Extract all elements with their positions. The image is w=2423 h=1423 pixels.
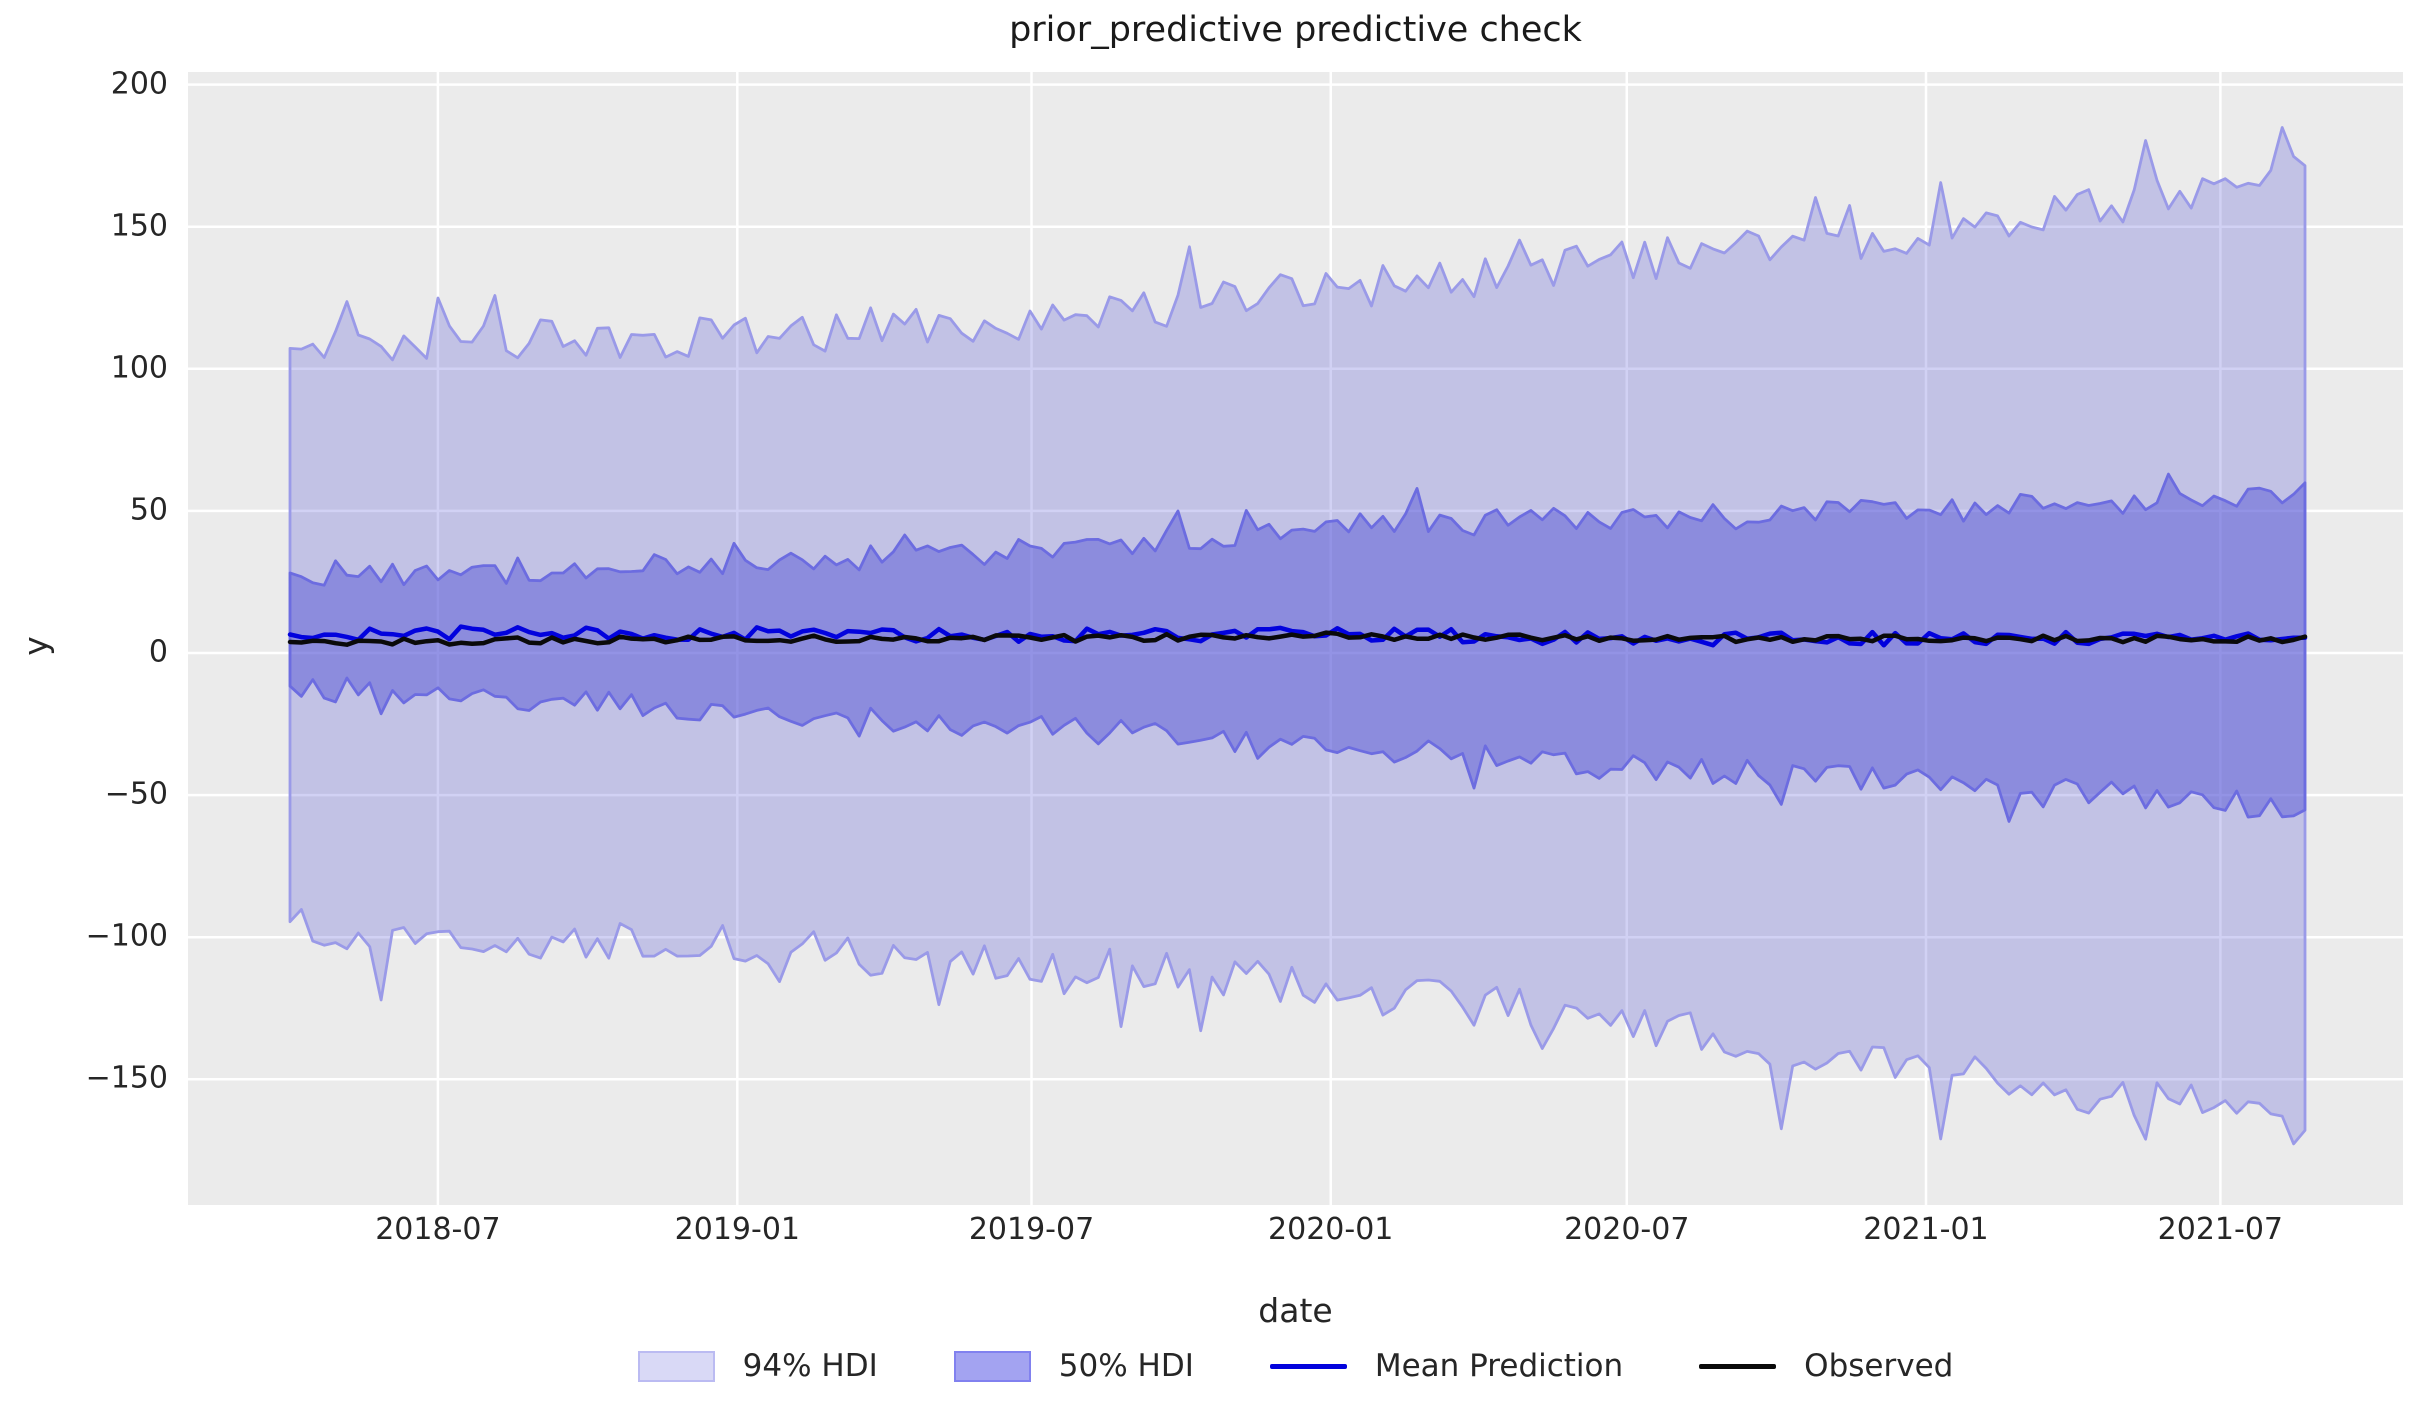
- hdi94-swatch: [637, 1350, 715, 1382]
- y-tick-label: 100: [110, 350, 168, 386]
- observed-line: [287, 630, 2308, 647]
- y-tick-label: −150: [85, 1060, 168, 1096]
- legend-label-50-hdi: 50% HDI: [1058, 1348, 1194, 1384]
- x-tick-label: 2020-07: [1564, 1212, 1690, 1247]
- y-tick-label: 50: [129, 492, 168, 528]
- legend-label-mean-prediction: Mean Prediction: [1374, 1348, 1624, 1384]
- legend-item-50-hdi: 50% HDI: [953, 1348, 1194, 1384]
- x-tick-label: 2021-01: [1863, 1212, 1989, 1247]
- legend: 94% HDI 50% HDI Mean Prediction Observed: [188, 1348, 2403, 1384]
- legend-label-observed: Observed: [1804, 1348, 1954, 1384]
- y-tick-label: 150: [110, 208, 168, 244]
- x-tick-label: 2021-07: [2157, 1212, 2284, 1247]
- x-tick-label: 2018-07: [375, 1212, 501, 1247]
- y-tick-label: 0: [148, 634, 168, 670]
- chart-title: prior_predictive predictive check: [1009, 10, 1582, 50]
- hdi50-band: [288, 472, 2307, 823]
- y-tick-label: −100: [85, 918, 168, 954]
- legend-item-observed: Observed: [1699, 1348, 1953, 1384]
- x-tick-label: 2020-01: [1268, 1212, 1394, 1247]
- legend-label-94-hdi: 94% HDI: [742, 1348, 878, 1384]
- legend-item-mean-prediction: Mean Prediction: [1269, 1348, 1624, 1384]
- x-axis-label: date: [1258, 1291, 1333, 1330]
- y-tick-label: 200: [110, 66, 168, 102]
- x-tick-label: 2019-01: [674, 1212, 800, 1247]
- legend-item-94-hdi: 94% HDI: [637, 1348, 878, 1384]
- hdi50-swatch: [953, 1350, 1031, 1382]
- observed-line-swatch: [1699, 1363, 1777, 1369]
- mean-line-swatch: [1269, 1363, 1347, 1369]
- x-tick-label: 2019-07: [968, 1212, 1095, 1247]
- y-tick-label: −50: [104, 776, 168, 812]
